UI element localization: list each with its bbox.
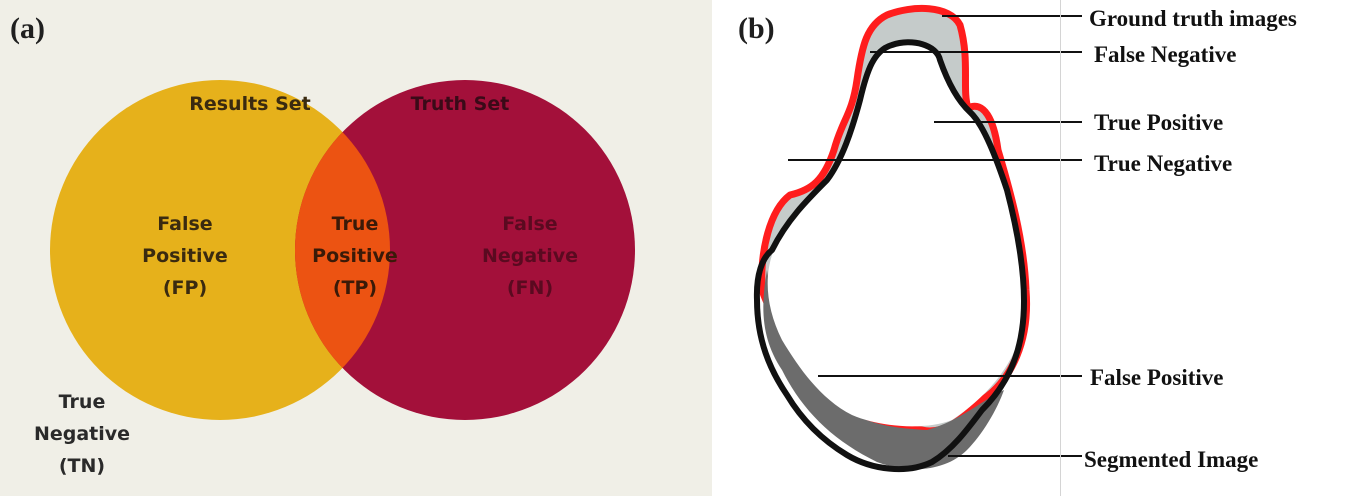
true-positive-label: True Positive (TP): [312, 213, 398, 299]
segmentation-panel: Ground truth images False Negative True …: [712, 0, 1359, 496]
false-positive-label: False Positive (FP): [142, 213, 228, 299]
segmented-interior: [767, 42, 1025, 427]
true-positive-line-3: (TP): [333, 277, 377, 299]
true-positive-callout: True Positive: [1094, 110, 1223, 135]
false-negative-line-1: False: [502, 213, 557, 235]
ground-truth-label: Ground truth images: [1089, 6, 1297, 31]
false-positive-region: [763, 270, 1004, 470]
false-negative-line-2: Negative: [482, 245, 578, 267]
panel-divider: [1060, 0, 1061, 496]
truth-set-label: Truth Set: [411, 93, 510, 115]
false-negative-callout: False Negative: [1094, 42, 1236, 67]
true-negative-line-3: (TN): [59, 455, 105, 477]
false-negative-label: False Negative (FN): [482, 213, 578, 299]
true-negative-line-2: Negative: [34, 423, 130, 445]
false-positive-line-3: (FP): [163, 277, 207, 299]
true-positive-line-2: Positive: [312, 245, 398, 267]
truth-set-circle: [295, 80, 635, 420]
segmentation-svg: Ground truth images False Negative True …: [753, 4, 1297, 473]
panel-b-label: (b): [738, 12, 775, 45]
venn-diagram-panel: Results Set Truth Set False Positive (FP…: [0, 0, 712, 496]
true-negative-label: True Negative (TN): [34, 391, 130, 477]
true-negative-line-1: True: [59, 391, 106, 413]
results-set-label: Results Set: [189, 93, 311, 115]
venn-svg: Results Set Truth Set False Positive (FP…: [34, 80, 635, 477]
results-set-circle: [50, 80, 390, 420]
false-positive-line-2: Positive: [142, 245, 228, 267]
true-negative-callout: True Negative: [1094, 151, 1232, 176]
panel-a-label: (a): [10, 12, 45, 45]
true-positive-line-1: True: [332, 213, 379, 235]
segmented-callout: Segmented Image: [1084, 447, 1258, 472]
false-positive-callout: False Positive: [1090, 365, 1224, 390]
false-negative-line-3: (FN): [507, 277, 553, 299]
segmented-outline: [753, 39, 1028, 473]
false-positive-line-1: False: [157, 213, 212, 235]
